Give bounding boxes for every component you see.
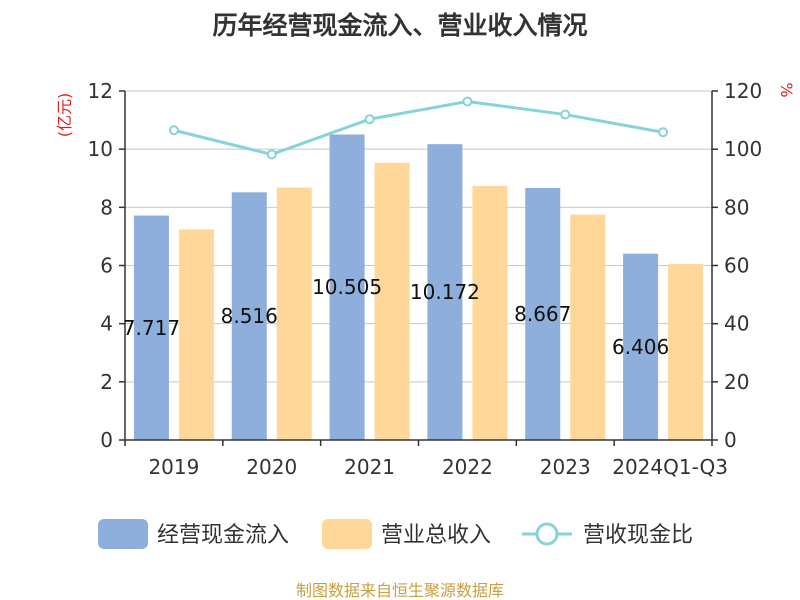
left-tick-label: 0 [100,428,113,452]
legend: 经营现金流入 营业总收入 营收现金比 [98,519,693,549]
bar-cash-inflow [525,187,561,440]
ratio-point [462,96,473,107]
ratio-point [658,127,669,138]
right-tick-label: 0 [724,428,737,452]
left-tick-label: 2 [100,370,113,394]
right-tick-label: 20 [724,370,749,394]
ratio-point [364,114,375,125]
chart-title: 历年经营现金流入、营业收入情况 [212,11,587,40]
right-tick-label: 60 [724,254,749,278]
bar-value-labels: 7.717 8.516 10.505 10.172 8.667 6.406 [123,275,669,359]
left-tick-label: 12 [88,79,113,103]
left-tick-label: 10 [88,137,113,161]
bar-value-label: 6.406 [612,335,669,359]
legend-swatch-cash-inflow [98,519,148,549]
bar-revenue [276,187,312,440]
x-tick-label: 2021 [344,455,395,479]
bar-cash-inflow [623,253,659,440]
left-tick-label: 4 [100,312,113,336]
bar-revenue [472,185,508,440]
x-tick-label: 2022 [442,455,493,479]
bar-value-label: 10.505 [312,275,382,299]
legend-label-cash-inflow: 经营现金流入 [157,523,289,548]
bar-revenue [374,162,410,441]
left-tick-label: 8 [100,195,113,219]
left-tick-label: 6 [100,254,113,278]
bar-value-label: 8.516 [221,304,278,328]
bar-value-label: 8.667 [514,302,571,326]
bar-revenue [668,264,704,440]
legend-ratio-marker [535,522,559,546]
ratio-point [560,109,571,120]
bar-value-label: 10.172 [410,280,480,304]
ratio-line [173,99,664,156]
bar-cash-inflow [329,134,365,440]
bar-cash-inflow [231,192,267,440]
right-tick-label: 120 [724,79,762,103]
x-tick-label: 2024Q1-Q3 [612,455,728,479]
bar-value-label: 7.717 [123,316,180,340]
source-note: 制图数据来自恒生聚源数据库 [296,581,504,600]
right-tick-label: 80 [724,195,749,219]
right-tick-label: 100 [724,137,762,161]
bar-revenue [178,229,214,440]
grid-lines [125,90,712,383]
bar-cash-inflow [133,215,169,440]
right-axis-unit: % [777,82,796,97]
legend-swatch-revenue [322,519,372,549]
right-tick-label: 40 [724,312,749,336]
legend-label-revenue: 营业总收入 [381,523,491,548]
bar-revenue [570,214,606,440]
bar-cash-inflow [427,144,463,440]
x-tick-label: 2023 [540,455,591,479]
x-tick-label: 2020 [246,455,297,479]
ratio-point [266,149,277,160]
legend-label-ratio: 营收现金比 [583,523,693,548]
bars-group [133,134,704,441]
ratio-point [168,125,179,136]
ratio-line-group [168,96,669,160]
left-axis-unit: (亿元) [55,93,74,138]
x-tick-label: 2019 [148,455,199,479]
